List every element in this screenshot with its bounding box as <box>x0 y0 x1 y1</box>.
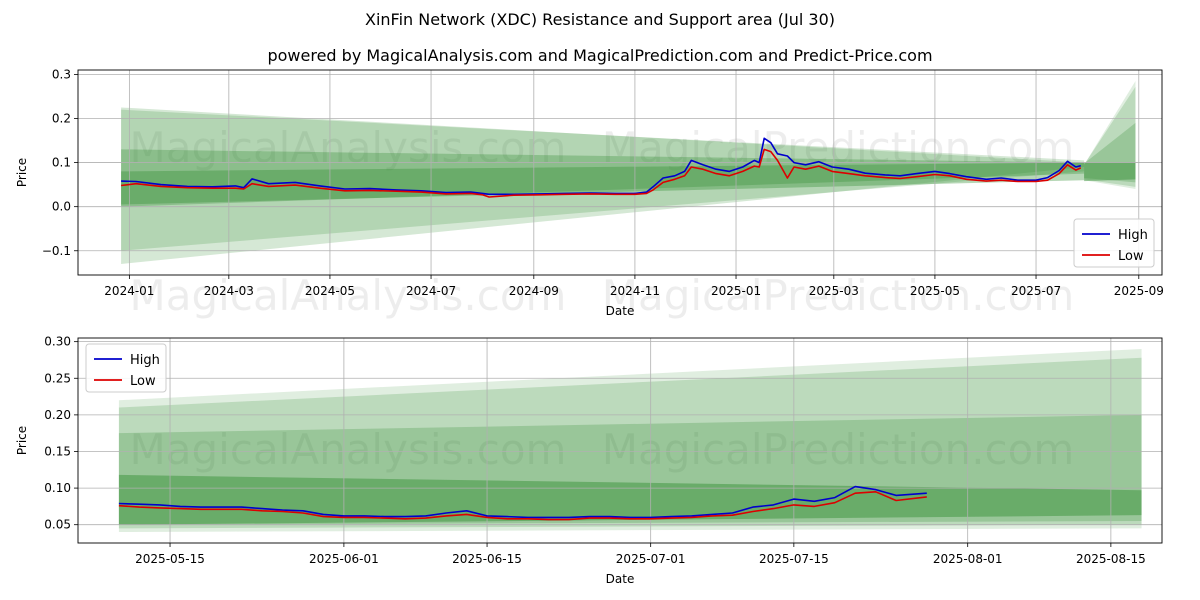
x-tick-label: 2024-01 <box>104 284 154 298</box>
support-resistance-band <box>121 109 1085 251</box>
chart-panel-2: MagicalAnalysis.com MagicalPrediction.com… <box>15 335 1163 586</box>
legend-label-low: Low <box>130 374 156 389</box>
legend-label-low: Low <box>1118 249 1144 264</box>
support-resistance-band <box>118 357 1142 529</box>
legend-label-high: High <box>1118 228 1148 243</box>
legend-label-high: High <box>130 353 160 368</box>
y-tick-label: 0.2 <box>52 111 71 125</box>
y-tick-label: 0.25 <box>44 371 71 385</box>
support-resistance-band <box>1084 86 1136 187</box>
y-axis-label: Price <box>15 426 29 455</box>
x-tick-label: 2025-05 <box>910 284 960 298</box>
y-tick-label: 0.1 <box>52 156 71 170</box>
x-axis-label: Date <box>606 572 635 586</box>
y-tick-label: 0.05 <box>44 518 71 532</box>
series-lines <box>121 137 1082 198</box>
chart-title: XinFin Network (XDC) Resistance and Supp… <box>365 10 835 29</box>
y-axis-label: Price <box>15 158 29 187</box>
x-tick-label: 2025-06-15 <box>452 552 522 566</box>
support-resistance-band <box>121 149 1085 207</box>
grid-lines <box>78 338 1162 543</box>
x-tick-label: 2025-08-01 <box>933 552 1003 566</box>
y-tick-label: 0.30 <box>44 335 71 349</box>
y-tick-label: 0.20 <box>44 408 71 422</box>
watermark-text: MagicalPrediction.com <box>602 425 1075 474</box>
y-tick-label: 0.10 <box>44 481 71 495</box>
x-tick-label: 2025-01 <box>711 284 761 298</box>
x-tick-label: 2025-06-01 <box>309 552 379 566</box>
plot-frame <box>77 69 1163 276</box>
grid-lines <box>78 70 1162 275</box>
series-line-low <box>118 490 927 521</box>
support-resistance-band <box>118 348 1142 533</box>
support-resistance-band <box>1084 122 1136 183</box>
y-tick-label: 0.3 <box>52 67 71 81</box>
series-lines <box>118 485 927 521</box>
legend: High Low <box>1073 218 1155 268</box>
x-tick-label: 2025-08-15 <box>1076 552 1146 566</box>
support-resistance-band <box>1084 81 1136 190</box>
watermark-text: MagicalPrediction.com <box>602 271 1075 320</box>
watermark-text: MagicalAnalysis.com <box>130 123 567 172</box>
y-tick-label: −0.1 <box>42 244 71 258</box>
x-tick-label: 2024-11 <box>610 284 660 298</box>
support-resistance-band <box>118 414 1142 525</box>
x-tick-label: 2024-05 <box>305 284 355 298</box>
x-tick-label: 2024-03 <box>204 284 254 298</box>
y-tick-label: 0.15 <box>44 444 71 458</box>
forecast-bands <box>121 81 1136 264</box>
x-tick-label: 2024-09 <box>509 284 559 298</box>
plot-frame <box>77 337 1163 544</box>
chart-subtitle: powered by MagicalAnalysis.com and Magic… <box>267 46 933 65</box>
x-tick-label: 2025-09 <box>1114 284 1164 298</box>
series-line-high <box>121 137 1082 196</box>
x-tick-label: 2025-07-15 <box>759 552 829 566</box>
legend: High Low <box>85 343 167 393</box>
y-tick-label: 0.0 <box>52 200 71 214</box>
support-resistance-band <box>1084 162 1136 182</box>
x-tick-label: 2024-07 <box>406 284 456 298</box>
watermark-text: MagicalAnalysis.com <box>130 271 567 320</box>
watermark-text: MagicalPrediction.com <box>602 123 1075 172</box>
x-axis-label: Date <box>606 304 635 318</box>
support-resistance-band <box>118 474 1142 525</box>
forecast-bands <box>118 348 1142 533</box>
x-tick-label: 2025-07 <box>1011 284 1061 298</box>
watermark-text: MagicalAnalysis.com <box>130 425 567 474</box>
x-tick-label: 2025-07-01 <box>616 552 686 566</box>
x-tick-label: 2025-05-15 <box>135 552 205 566</box>
series-line-low <box>121 148 1082 198</box>
chart-panel-1: MagicalAnalysis.com MagicalPrediction.com… <box>15 67 1164 320</box>
support-resistance-band <box>121 107 1085 264</box>
x-tick-label: 2025-03 <box>809 284 859 298</box>
series-line-high <box>118 485 927 519</box>
